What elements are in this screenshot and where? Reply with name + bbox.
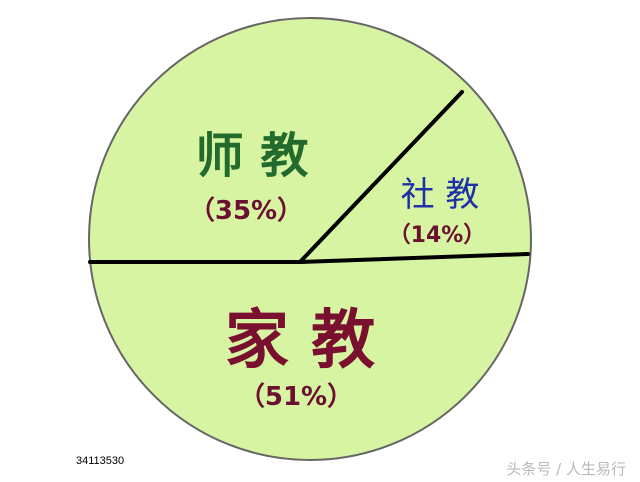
slice-percent-shijiao: （35%）: [189, 196, 303, 226]
divider-upper-right: [298, 90, 464, 264]
watermark-text: 头条号 / 人生易行: [506, 460, 626, 478]
slice-label-jiajiao: 家 教: [225, 304, 375, 378]
slice-percent-jiajiao: （51%）: [239, 382, 353, 412]
pie-outline: [88, 17, 532, 461]
slice-label-shejiao: 社 教: [401, 175, 480, 215]
divider-lower-right: [298, 252, 530, 264]
image-id-text: 34113530: [76, 455, 125, 467]
slice-label-shijiao: 师 教: [196, 128, 309, 184]
slice-percent-shejiao: （14%）: [389, 223, 486, 248]
